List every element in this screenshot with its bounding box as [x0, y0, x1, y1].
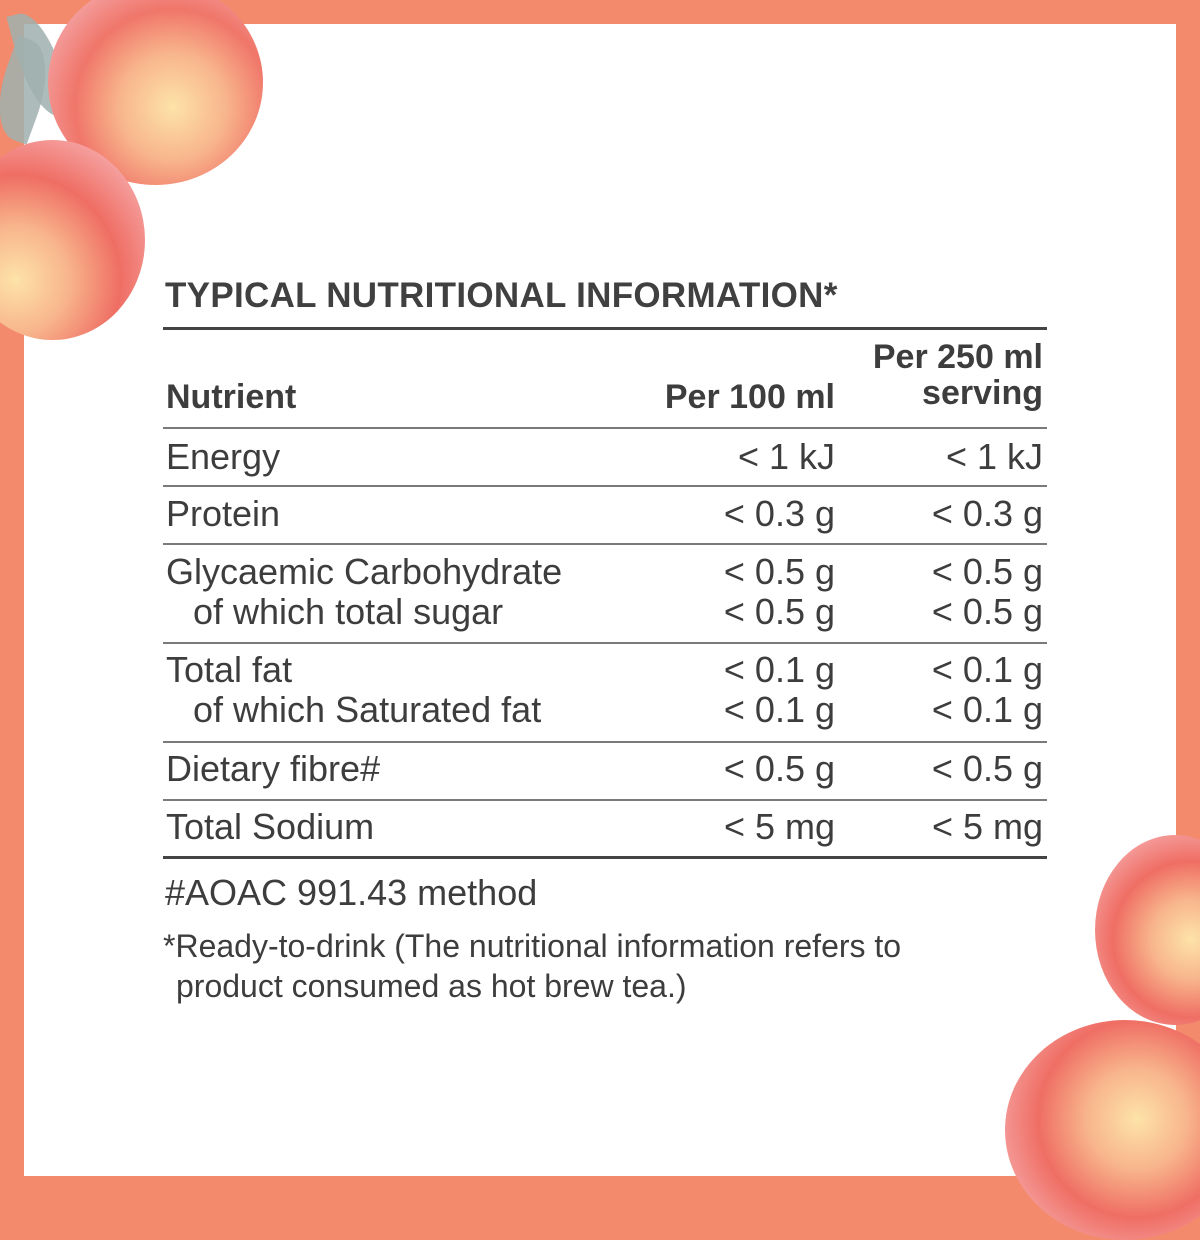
header-per-250ml-line2: serving — [922, 374, 1043, 412]
divider — [163, 327, 1047, 330]
value-per-100ml: < 5 mg — [723, 806, 835, 847]
value-per-100ml: < 0.1 g — [723, 689, 835, 730]
value-per-100ml: < 0.5 g — [723, 551, 835, 592]
divider — [163, 741, 1047, 743]
value-per-250ml: < 0.5 g — [931, 551, 1043, 592]
page-title: TYPICAL NUTRITIONAL INFORMATION* — [165, 276, 838, 315]
nutrient-name: Total fat — [166, 649, 293, 690]
value-per-100ml: < 0.5 g — [723, 748, 835, 789]
header-per-100ml: Per 100 ml — [664, 378, 835, 416]
divider — [163, 427, 1047, 429]
footnote-rtd-line2: product consumed as hot brew tea.) — [176, 968, 687, 1004]
value-per-250ml: < 0.5 g — [931, 748, 1043, 789]
nutrient-name: Energy — [166, 436, 281, 477]
nutrient-name: Protein — [166, 493, 281, 534]
nutrient-name: Glycaemic Carbohydrate — [166, 551, 563, 592]
header-per-250ml-line1: Per 250 ml — [872, 338, 1043, 376]
value-per-100ml: < 0.5 g — [723, 591, 835, 632]
footnote-rtd-line1: *Ready-to-drink (The nutritional informa… — [163, 928, 902, 964]
value-per-250ml: < 0.5 g — [931, 591, 1043, 632]
value-per-250ml: < 5 mg — [931, 806, 1043, 847]
value-per-250ml: < 1 kJ — [945, 436, 1043, 477]
nutrient-name: Dietary fibre# — [166, 748, 381, 789]
sub-nutrient-name: of which total sugar — [193, 591, 504, 632]
divider — [163, 642, 1047, 644]
nutrient-name: Total Sodium — [166, 806, 375, 847]
footnote-method: #AOAC 991.43 method — [165, 872, 538, 913]
header-nutrient: Nutrient — [166, 378, 297, 416]
divider — [163, 856, 1047, 859]
divider — [163, 799, 1047, 801]
header-per-250ml: Per 250 ml serving — [873, 338, 1043, 413]
value-per-100ml: < 1 kJ — [737, 436, 835, 477]
divider — [163, 543, 1047, 545]
value-per-250ml: < 0.1 g — [931, 649, 1043, 690]
flower-icon — [0, 140, 145, 340]
value-per-250ml: < 0.1 g — [931, 689, 1043, 730]
value-per-100ml: < 0.3 g — [723, 493, 835, 534]
content-panel — [24, 24, 1176, 1176]
sub-nutrient-name: of which Saturated fat — [193, 689, 542, 730]
value-per-250ml: < 0.3 g — [931, 493, 1043, 534]
value-per-100ml: < 0.1 g — [723, 649, 835, 690]
divider — [163, 485, 1047, 487]
